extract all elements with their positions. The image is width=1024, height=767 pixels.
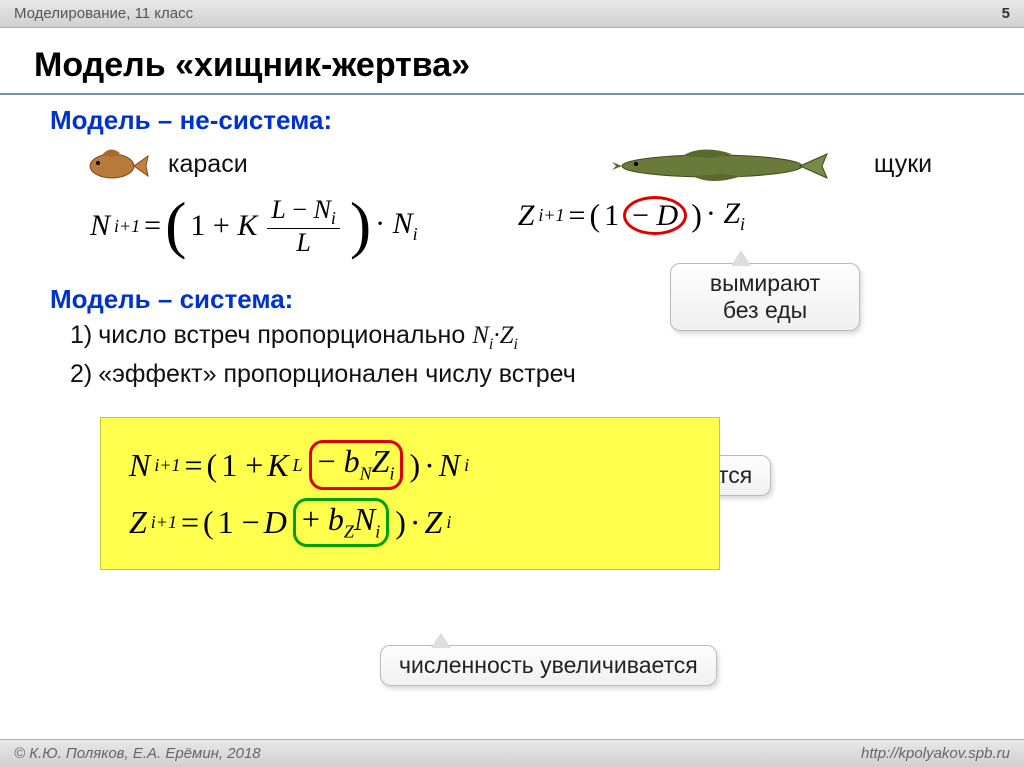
- species-row: караси щуки: [80, 142, 984, 186]
- prey-name: караси: [168, 150, 248, 179]
- title-underline: [0, 93, 1024, 95]
- prey-block: караси: [80, 143, 500, 185]
- footer-url: http://kpolyakov.spb.ru: [861, 745, 1010, 762]
- page-title: Модель «хищник-жертва»: [0, 28, 1024, 93]
- callout-extinct-text: вымирают без еды: [710, 270, 820, 323]
- list-item-2: 2)«эффект» пропорционален числу встреч: [70, 360, 984, 389]
- red-highlight: − bNZi: [309, 440, 404, 489]
- prey-sys-formula: Ni+1 = (1 + KL − bNZi ) · Ni: [129, 440, 679, 489]
- nonsys-formula-row: Ni+1 = ( 1 + K L − Ni L ) · Ni Zi+1 = (1…: [90, 196, 984, 256]
- callout-increase: численность увеличивается: [380, 645, 717, 686]
- predator-sys-formula: Zi+1 = (1 − D + bZNi ) · Zi: [129, 498, 679, 547]
- green-highlight: + bZNi: [293, 498, 389, 547]
- callout-increase-text: численность увеличивается: [399, 652, 698, 678]
- content: Модель – не-система: караси щуки: [0, 105, 1024, 570]
- predator-name: щуки: [874, 150, 932, 179]
- pike-icon: [612, 142, 832, 186]
- callout-extinct: вымирают без еды: [670, 263, 860, 331]
- footer-bar: © К.Ю. Поляков, Е.А. Ерёмин, 2018 http:/…: [0, 739, 1024, 767]
- footer-copyright: © К.Ю. Поляков, Е.А. Ерёмин, 2018: [14, 745, 261, 762]
- page-number: 5: [1002, 5, 1010, 22]
- carp-icon: [80, 143, 150, 185]
- section1-label: Модель – не-система:: [50, 105, 984, 136]
- predator-nonsys-formula: Zi+1 = (1 − D ) · Zi: [518, 196, 745, 235]
- predator-block: щуки: [560, 142, 984, 186]
- prey-nonsys-formula: Ni+1 = ( 1 + K L − Ni L ) · Ni: [90, 196, 418, 256]
- red-circle-D: − D: [623, 196, 687, 235]
- system-formula-box: Ni+1 = (1 + KL − bNZi ) · Ni Zi+1 = (1 −…: [100, 417, 720, 570]
- predator-formula-wrap: Zi+1 = (1 − D ) · Zi: [518, 196, 745, 235]
- header-bar: Моделирование, 11 класс 5: [0, 0, 1024, 28]
- course-label: Моделирование, 11 класс: [14, 5, 193, 22]
